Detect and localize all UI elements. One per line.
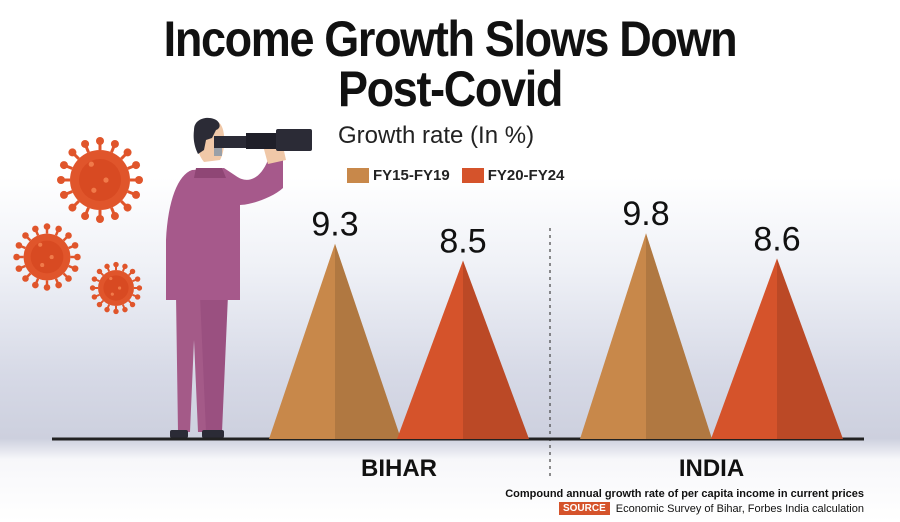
value-label: 9.3	[311, 206, 358, 244]
title-line-2: Post-Covid	[337, 61, 563, 117]
legend-swatch	[461, 168, 484, 183]
virus-icon	[89, 261, 143, 315]
legend-item-fy15-fy19: FY15-FY19	[347, 167, 450, 184]
virus-icon	[57, 137, 143, 223]
legend-item-fy20-fy24: FY20-FY24	[461, 167, 565, 184]
legend-label: FY15-FY19	[373, 167, 450, 184]
virus-icon	[13, 223, 81, 291]
source-line: SOURCE Economic Survey of Bihar, Forbes …	[505, 502, 864, 515]
source-text: Economic Survey of Bihar, Forbes India c…	[615, 502, 864, 515]
value-label: 8.5	[439, 223, 486, 261]
bar-bihar-fy20-fy24	[397, 260, 529, 439]
footer-notes: Compound annual growth rate of per capit…	[505, 487, 864, 515]
value-label: 9.8	[622, 195, 669, 233]
bar-india-fy15-fy19	[580, 233, 712, 439]
source-tag: SOURCE	[558, 502, 610, 515]
chart-subtitle: Growth rate (In %)	[338, 122, 535, 149]
person-with-telescope-illustration	[166, 117, 312, 438]
chart-note: Compound annual growth rate of per capit…	[505, 488, 864, 500]
category-label: BIHAR	[361, 455, 437, 482]
legend-label: FY20-FY24	[487, 167, 565, 184]
category-label: INDIA	[679, 455, 744, 482]
legend-swatch	[347, 168, 369, 183]
value-label: 8.6	[753, 220, 800, 258]
bar-india-fy20-fy24	[711, 258, 843, 439]
chart-legend: FY15-FY19 FY20-FY24	[347, 167, 576, 184]
bar-bihar-fy15-fy19	[269, 243, 401, 439]
title-line-1: Income Growth Slows Down	[163, 11, 738, 67]
page-title: Income Growth Slows Down Post-Covid	[45, 14, 855, 114]
